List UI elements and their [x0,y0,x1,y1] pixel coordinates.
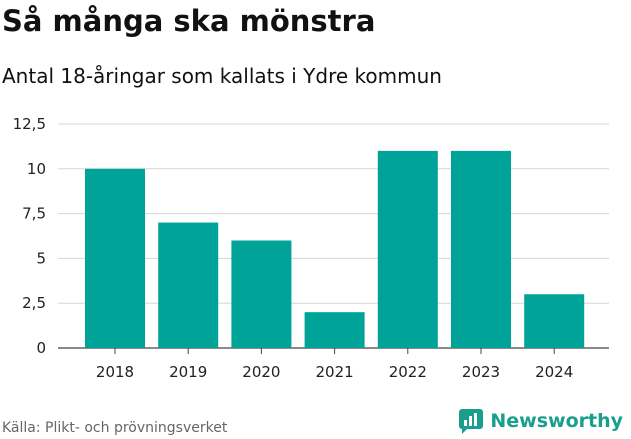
y-tick-label: 7,5 [22,205,46,223]
bar-2019 [158,222,219,348]
bar-2022 [377,150,438,348]
source-note: Källa: Plikt- och prövningsverket [2,420,228,436]
y-tick-label: 10 [27,160,46,178]
y-tick-label: 12,5 [13,115,46,133]
x-tick-label: 2018 [96,363,134,381]
bar-2023 [451,150,511,348]
chart-title: Så många ska mönstra [2,4,376,38]
x-axis-labels: 2018 2019 2020 2021 2022 2023 2024 [96,363,573,381]
bar-2020 [231,240,292,348]
x-tick-label: 2020 [242,363,280,381]
x-tick-label: 2024 [535,363,573,381]
y-axis-labels: 0 2,5 5 7,5 10 12,5 [13,115,46,357]
y-tick-label: 0 [36,339,46,357]
y-tick-label: 2,5 [22,294,46,312]
bar-2024 [524,294,585,348]
bar-2021 [304,312,365,348]
newsworthy-logo: Newsworthy [458,408,623,434]
x-axis-ticks [114,348,555,354]
x-tick-label: 2021 [316,363,354,381]
bar-2018 [85,168,145,348]
y-tick-label: 5 [36,249,46,267]
bars [85,150,585,348]
x-tick-label: 2023 [462,363,500,381]
x-tick-label: 2022 [389,363,427,381]
brand-name: Newsworthy [490,410,623,432]
x-tick-label: 2019 [169,363,207,381]
chart-subtitle: Antal 18-åringar som kallats i Ydre komm… [2,64,442,88]
bar-chart-logo-icon [459,409,484,434]
